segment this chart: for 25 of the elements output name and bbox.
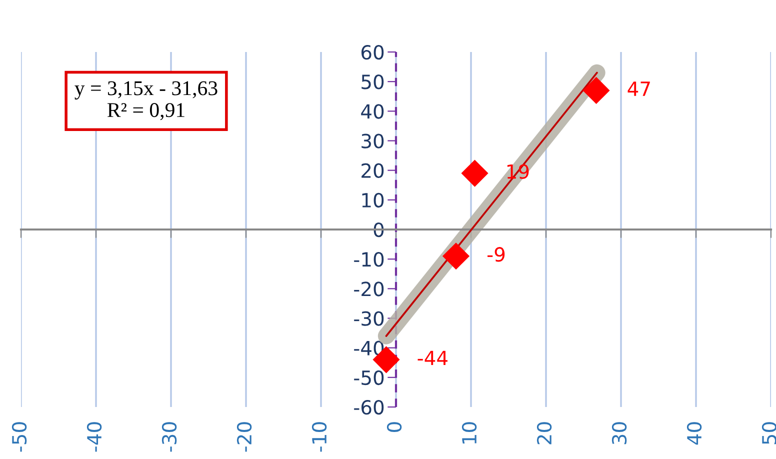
y-tick-label: 40: [361, 104, 384, 119]
y-tick-label: -10: [354, 252, 384, 267]
data-label: -44: [418, 350, 448, 366]
y-tick-label: 20: [362, 163, 384, 178]
x-tick-label: 30: [612, 422, 627, 444]
x-tick-label: -50: [12, 422, 27, 452]
x-tick-label: -40: [86, 422, 102, 452]
y-tick-label: -60: [354, 400, 384, 415]
y-tick-label: -20: [354, 282, 384, 296]
y-tick-label: 60: [362, 44, 384, 60]
data-label: -9: [488, 247, 505, 262]
x-tick-label: 20: [536, 422, 552, 444]
x-tick-label: 10: [462, 422, 477, 444]
data-label: 47: [628, 82, 650, 96]
x-tick-label: -30: [162, 422, 177, 452]
y-tick-label: 30: [362, 134, 384, 148]
x-tick-label: -20: [236, 422, 252, 452]
annotation: y = 3,15x - 31,63 R² = 0,91: [74, 81, 218, 120]
y-tick-label: 10: [362, 192, 384, 208]
y-tick-label: -30: [354, 311, 384, 326]
x-tick-label: 0: [386, 422, 402, 432]
y-tick-label: -50: [354, 370, 384, 386]
x-tick-label: -10: [312, 422, 327, 452]
x-tick-label: 40: [686, 422, 702, 445]
y-tick-label: 50: [362, 74, 384, 90]
